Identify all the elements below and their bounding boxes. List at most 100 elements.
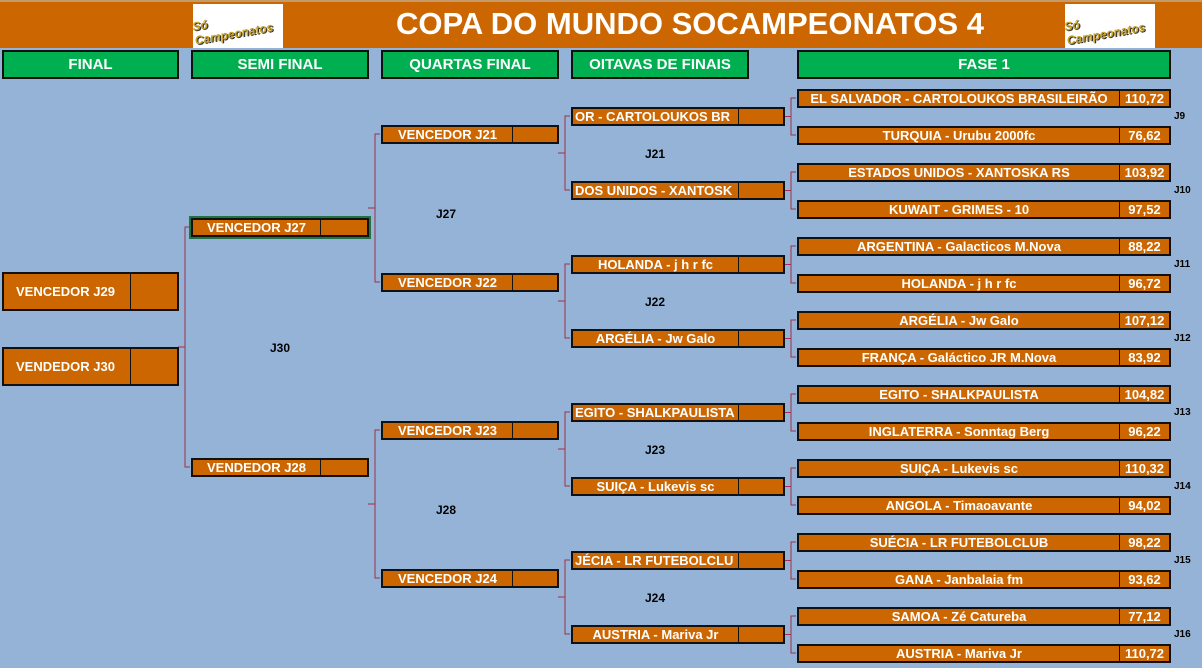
oitavas-slot[interactable]: OR - CARTOLOUKOS BR [571, 107, 785, 126]
column-header-semi-final: SEMI FINAL [191, 50, 369, 79]
quartas-slot[interactable]: VENCEDOR J24 [381, 569, 559, 588]
score-cell[interactable] [512, 127, 557, 142]
game-label: J30 [270, 341, 291, 355]
team-name: SUIÇA - Lukevis sc [899, 461, 1018, 476]
fase1-match-slot[interactable]: INGLATERRA - Sonntag Berg 96,22 [797, 422, 1171, 441]
column-header-quartas: QUARTAS FINAL [381, 50, 559, 79]
team-name: VENCEDOR J22 [398, 275, 497, 290]
score-cell[interactable]: 94,02 [1119, 498, 1169, 513]
score-cell[interactable] [738, 183, 783, 198]
connector-line [368, 133, 380, 283]
score-cell[interactable]: 77,12 [1119, 609, 1169, 624]
score-cell[interactable] [738, 627, 783, 642]
fase1-match-slot[interactable]: ANGOLA - Timaoavante 94,02 [797, 496, 1171, 515]
game-label: J14 [1174, 481, 1191, 492]
team-name: VENDEDOR J30 [16, 359, 115, 374]
score-cell[interactable]: 97,52 [1119, 202, 1169, 217]
score-cell[interactable] [738, 553, 783, 568]
game-label: J11 [1174, 259, 1191, 270]
semi-final-slot[interactable]: VENDEDOR J28 [191, 458, 369, 477]
fase1-match-slot[interactable]: HOLANDA - j h r fc 96,72 [797, 274, 1171, 293]
team-name: VENCEDOR J24 [398, 571, 497, 586]
score-cell[interactable]: 88,22 [1119, 239, 1169, 254]
score-cell[interactable]: 107,12 [1119, 313, 1169, 328]
game-label: J12 [1174, 333, 1191, 344]
connector-line [178, 226, 190, 468]
team-name: ARGÉLIA - Jw Galo [595, 331, 716, 346]
oitavas-slot[interactable]: DOS UNIDOS - XANTOSK [571, 181, 785, 200]
score-cell[interactable]: 83,92 [1119, 350, 1169, 365]
score-cell[interactable] [738, 331, 783, 346]
score-cell[interactable]: 93,62 [1119, 572, 1169, 587]
fase1-match-slot[interactable]: FRANÇA - Galáctico JR M.Nova 83,92 [797, 348, 1171, 367]
quartas-slot[interactable]: VENCEDOR J22 [381, 273, 559, 292]
score-cell[interactable] [320, 460, 367, 475]
connector-line [558, 559, 570, 635]
score-cell[interactable] [738, 109, 783, 124]
score-cell[interactable]: 110,72 [1119, 91, 1169, 106]
score-cell[interactable] [512, 571, 557, 586]
fase1-match-slot[interactable]: TURQUIA - Urubu 2000fc 76,62 [797, 126, 1171, 145]
score-cell[interactable]: 110,72 [1119, 646, 1169, 661]
score-cell[interactable]: 110,32 [1119, 461, 1169, 476]
score-cell[interactable] [130, 274, 177, 309]
oitavas-slot[interactable]: ARGÉLIA - Jw Galo [571, 329, 785, 348]
score-cell[interactable] [512, 423, 557, 438]
score-cell[interactable]: 103,92 [1119, 165, 1169, 180]
oitavas-slot[interactable]: JÉCIA - LR FUTEBOLCLU [571, 551, 785, 570]
fase1-match-slot[interactable]: GANA - Janbalaia fm 93,62 [797, 570, 1171, 589]
game-label: J27 [436, 207, 457, 221]
score-cell[interactable] [130, 349, 177, 384]
team-name: ANGOLA - Timaoavante [885, 498, 1033, 513]
team-name: VENCEDOR J23 [398, 423, 497, 438]
fase1-match-slot[interactable]: EL SALVADOR - CARTOLOUKOS BRASILEIRÃO 110… [797, 89, 1171, 108]
oitavas-slot[interactable]: AUSTRIA - Mariva Jr [571, 625, 785, 644]
quartas-slot[interactable]: VENCEDOR J21 [381, 125, 559, 144]
connector-line [785, 393, 796, 432]
team-name: ESTADOS UNIDOS - XANTOSKA RS [848, 165, 1070, 180]
fase1-match-slot[interactable]: SUÉCIA - LR FUTEBOLCLUB 98,22 [797, 533, 1171, 552]
semi-final-slot[interactable]: VENCEDOR J27 [189, 216, 371, 239]
oitavas-slot[interactable]: EGITO - SHALKPAULISTA [571, 403, 785, 422]
fase1-match-slot[interactable]: SUIÇA - Lukevis sc 110,32 [797, 459, 1171, 478]
connector-line [785, 615, 796, 654]
team-name: ARGENTINA - Galacticos M.Nova [857, 239, 1061, 254]
score-cell[interactable] [738, 257, 783, 272]
score-cell[interactable]: 96,72 [1119, 276, 1169, 291]
column-header-oitavas: OITAVAS DE FINAIS [571, 50, 749, 79]
oitavas-slot[interactable]: SUIÇA - Lukevis sc [571, 477, 785, 496]
final-slot[interactable]: VENDEDOR J30 [2, 347, 179, 386]
fase1-match-slot[interactable]: ESTADOS UNIDOS - XANTOSKA RS 103,92 [797, 163, 1171, 182]
game-label: J16 [1174, 629, 1191, 640]
team-name: OR - CARTOLOUKOS BR [575, 109, 731, 124]
team-name: ARGÉLIA - Jw Galo [899, 313, 1019, 328]
score-cell[interactable]: 96,22 [1119, 424, 1169, 439]
final-slot[interactable]: VENCEDOR J29 [2, 272, 179, 311]
game-label: J28 [436, 503, 457, 517]
team-name: JÉCIA - LR FUTEBOLCLU [575, 553, 734, 568]
team-name: SUIÇA - Lukevis sc [596, 479, 715, 494]
fase1-match-slot[interactable]: EGITO - SHALKPAULISTA 104,82 [797, 385, 1171, 404]
quartas-slot[interactable]: VENCEDOR J23 [381, 421, 559, 440]
fase1-match-slot[interactable]: AUSTRIA - Mariva Jr 110,72 [797, 644, 1171, 663]
fase1-match-slot[interactable]: SAMOA - Zé Catureba 77,12 [797, 607, 1171, 626]
score-cell[interactable] [738, 479, 783, 494]
game-label: J22 [645, 295, 666, 309]
score-cell[interactable] [738, 405, 783, 420]
oitavas-slot[interactable]: HOLANDA - j h r fc [571, 255, 785, 274]
score-cell[interactable]: 98,22 [1119, 535, 1169, 550]
fase1-match-slot[interactable]: ARGÉLIA - Jw Galo 107,12 [797, 311, 1171, 330]
fase1-match-slot[interactable]: KUWAIT - GRIMES - 10 97,52 [797, 200, 1171, 219]
score-cell[interactable]: 76,62 [1119, 128, 1169, 143]
team-name: VENDEDOR J28 [207, 460, 306, 475]
title-bar: Só Campeonatos COPA DO MUNDO SOCAMPEONAT… [0, 0, 1202, 48]
logo-right: Só Campeonatos [1063, 4, 1155, 48]
team-name: AUSTRIA - Mariva Jr [592, 627, 719, 642]
fase1-match-slot[interactable]: ARGENTINA - Galacticos M.Nova 88,22 [797, 237, 1171, 256]
team-name: TURQUIA - Urubu 2000fc [882, 128, 1036, 143]
score-cell[interactable] [320, 220, 367, 235]
score-cell[interactable]: 104,82 [1119, 387, 1169, 402]
score-cell[interactable] [512, 275, 557, 290]
team-name: SAMOA - Zé Catureba [891, 609, 1027, 624]
